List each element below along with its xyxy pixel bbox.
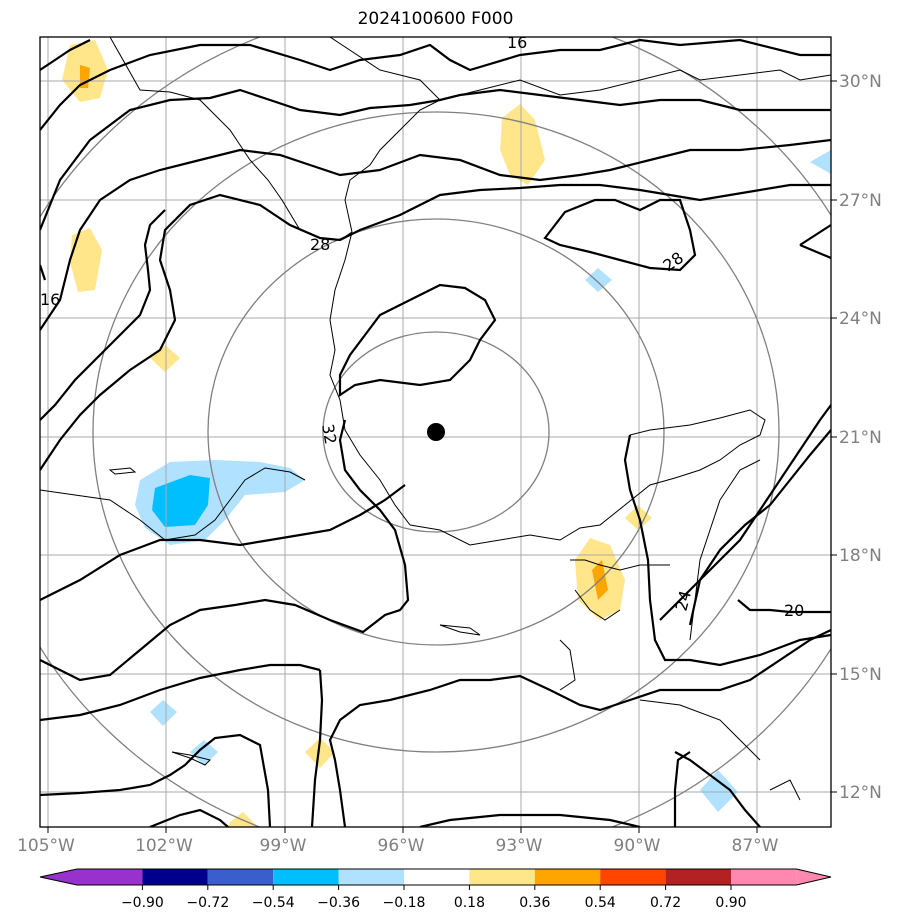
colorbar-extend-low (40, 869, 77, 885)
shaded-anomalies (62, 40, 831, 827)
range-rings (40, 37, 831, 827)
contour-labels: 16 28 16 28 32 24 20 (40, 33, 804, 620)
colorbar-segment (600, 869, 666, 885)
colorbar-tick-label: −0.36 (317, 895, 360, 911)
lat-tick-label: 21°N (839, 428, 882, 448)
colorbar-segment (338, 869, 404, 885)
lon-tick-label: 93°W (496, 836, 543, 856)
colorbar-segment (534, 869, 601, 885)
colorbar-tick-label: −0.54 (252, 895, 295, 911)
colorbar-extend-high (796, 869, 831, 885)
contour-label: 16 (40, 290, 60, 309)
contour-label: 24 (672, 588, 696, 613)
colorbar-tick-label: 0.72 (650, 895, 681, 911)
colorbar-tick-label: −0.18 (383, 895, 426, 911)
lat-axis: 30°N 27°N 24°N 21°N 18°N 15°N 12°N (831, 72, 882, 803)
contour-label: 20 (784, 601, 804, 620)
colorbar-tick-label: −0.72 (186, 895, 229, 911)
contour-label: 16 (507, 33, 527, 52)
lon-tick-label: 96°W (378, 836, 425, 856)
colorbar-segment (77, 869, 143, 885)
contours (40, 38, 831, 827)
colorbar-segment (731, 869, 797, 885)
lat-tick-label: 18°N (839, 546, 882, 566)
lon-tick-label: 90°W (614, 836, 661, 856)
colorbar-tick-label: −0.90 (121, 895, 164, 911)
colorbar-segment (665, 869, 731, 885)
map-area: 16 28 16 28 32 24 20 (40, 33, 831, 827)
storm-center-marker (427, 423, 445, 441)
coastlines (40, 37, 831, 801)
contour-label: 32 (318, 422, 340, 445)
colorbar: −0.90 −0.72 −0.54 −0.36 −0.18 0.18 0.36 … (39, 868, 832, 911)
lat-tick-label: 15°N (839, 665, 882, 685)
lon-tick-label: 102°W (135, 836, 193, 856)
map-title: 2024100600 F000 (357, 9, 514, 29)
lat-tick-label: 30°N (839, 72, 882, 92)
colorbar-segment (142, 869, 208, 885)
colorbar-tick-label: 0.18 (454, 895, 485, 911)
lat-tick-label: 12°N (839, 783, 882, 803)
colorbar-tick-label: 0.36 (519, 895, 550, 911)
lon-tick-label: 87°W (732, 836, 779, 856)
map-frame (39, 36, 832, 828)
contour-label: 28 (310, 235, 330, 254)
lon-tick-label: 105°W (17, 836, 75, 856)
lon-tick-label: 99°W (260, 836, 307, 856)
colorbar-tick-label: 0.54 (585, 895, 616, 911)
lat-tick-label: 24°N (839, 309, 882, 329)
colorbar-segment (469, 869, 535, 885)
lat-tick-label: 27°N (839, 191, 882, 211)
colorbar-segment (273, 869, 339, 885)
colorbar-tick-label: 0.90 (715, 895, 746, 911)
colorbar-segment (404, 869, 470, 885)
colorbar-segment (207, 869, 274, 885)
lon-axis: 105°W 102°W 99°W 96°W 93°W 90°W 87°W (17, 827, 779, 856)
